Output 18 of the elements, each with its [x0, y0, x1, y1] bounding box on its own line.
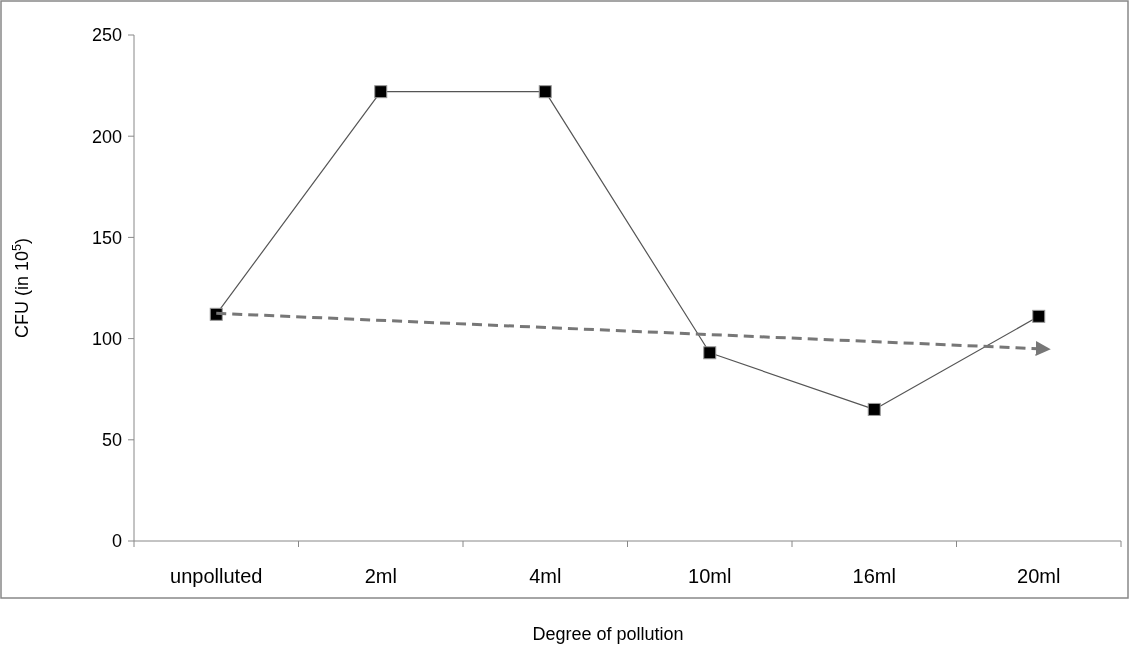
- x-tick-label: 10ml: [688, 565, 732, 587]
- x-axis-title: Degree of pollution: [532, 624, 684, 644]
- y-tick-label: 0: [111, 531, 122, 552]
- y-tick-label: 50: [101, 430, 122, 451]
- x-tick-label: 4ml: [529, 565, 562, 587]
- x-tick-label: 20ml: [1017, 565, 1061, 587]
- y-tick-label: 150: [91, 227, 122, 248]
- point: [703, 346, 717, 360]
- y-tick-label: 250: [91, 25, 122, 46]
- y-tick-label: 100: [91, 328, 122, 349]
- point: [1032, 309, 1046, 323]
- x-tick-label: 2ml: [364, 565, 397, 587]
- point: [374, 85, 388, 99]
- point: [538, 85, 552, 99]
- x-tick-label: 16ml: [852, 565, 896, 587]
- y-tick-label: 200: [91, 126, 122, 147]
- point: [867, 402, 881, 416]
- x-tick-label: unpolluted: [170, 565, 263, 587]
